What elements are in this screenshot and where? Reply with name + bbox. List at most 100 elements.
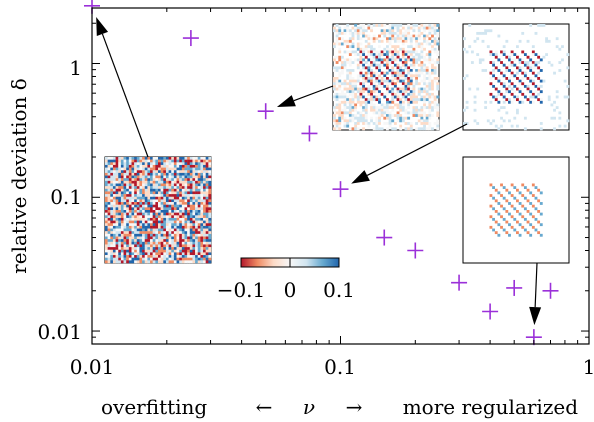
inset-cell xyxy=(428,122,432,125)
inset-cell xyxy=(142,157,145,160)
inset-cell xyxy=(200,215,204,219)
inset-cell xyxy=(131,217,135,221)
inset-cell xyxy=(425,122,429,125)
inset-cell xyxy=(497,223,501,227)
inset-cell xyxy=(136,180,140,184)
inset-cell xyxy=(393,103,397,107)
inset-cell xyxy=(189,183,193,187)
inset-cell xyxy=(417,119,421,123)
inset-cell xyxy=(131,255,135,258)
inset-cell xyxy=(152,167,156,171)
inset-cell xyxy=(187,217,190,221)
inset-cell xyxy=(412,50,416,54)
inset-cell xyxy=(375,84,379,88)
inset-cell xyxy=(436,34,440,38)
inset-cell xyxy=(404,50,408,54)
inset-cell xyxy=(200,236,204,240)
inset-cell xyxy=(165,164,169,168)
inset-cell xyxy=(425,26,429,30)
inset-cell xyxy=(378,34,381,38)
inset-cell xyxy=(155,162,159,166)
inset-cell xyxy=(362,95,365,99)
inset-cell xyxy=(356,77,360,80)
inset-cell xyxy=(158,257,161,261)
inset-cell xyxy=(534,31,538,35)
inset-cell xyxy=(110,257,114,261)
inset-cell xyxy=(136,204,140,208)
inset-cell xyxy=(155,167,159,171)
inset-cell xyxy=(340,114,344,117)
inset-cell xyxy=(165,204,169,208)
inset-cell xyxy=(120,180,124,184)
inset-cell xyxy=(173,233,177,237)
inset-cell xyxy=(428,108,432,112)
inset-cell xyxy=(396,63,400,67)
inset-cell xyxy=(333,122,336,125)
inset-cell xyxy=(112,215,116,219)
inset-cell xyxy=(468,24,472,27)
inset-cell xyxy=(128,257,132,261)
inset-cell xyxy=(147,244,151,248)
inset-cell xyxy=(423,29,426,33)
inset-cell xyxy=(112,180,116,184)
inset-cell xyxy=(526,77,530,80)
inset-cell xyxy=(179,170,183,174)
inset-cell xyxy=(142,244,145,248)
inset-cell xyxy=(523,127,527,131)
inset-cell xyxy=(505,98,509,102)
inset-cell xyxy=(173,223,177,227)
inset-cell xyxy=(195,260,198,264)
inset-cell xyxy=(115,252,119,256)
inset-cell xyxy=(165,215,169,219)
inset-cell xyxy=(388,61,392,64)
inset-cell xyxy=(155,157,159,160)
inset-cell xyxy=(118,252,122,256)
inset-cell xyxy=(338,100,342,104)
inset-cell xyxy=(118,212,122,216)
inset-cell xyxy=(412,37,416,41)
inset-cell xyxy=(428,50,432,54)
inset-cell xyxy=(110,255,114,258)
inset-cell xyxy=(343,39,347,43)
inset-cell xyxy=(171,207,175,211)
inset-cell xyxy=(401,82,405,86)
inset-cell xyxy=(333,127,336,131)
inset-cell xyxy=(197,247,201,250)
inset-cell xyxy=(431,84,434,88)
inset-cell xyxy=(338,50,342,54)
inset-cell xyxy=(401,119,405,123)
inset-cell xyxy=(348,45,352,49)
inset-cell xyxy=(168,212,172,216)
inset-cell xyxy=(335,106,339,109)
inset-cell xyxy=(423,90,426,94)
inset-cell xyxy=(171,162,175,166)
inset-cell xyxy=(139,210,143,213)
inset-cell xyxy=(136,260,140,264)
inset-cell xyxy=(147,239,151,242)
inset-cell xyxy=(415,74,418,78)
inset-cell xyxy=(168,167,172,171)
inset-cell xyxy=(150,167,153,171)
inset-cell xyxy=(120,228,124,232)
inset-cell xyxy=(428,127,432,131)
inset-cell xyxy=(123,188,127,192)
inset-cell xyxy=(386,127,389,131)
inset-cell xyxy=(144,164,148,168)
inset-cell xyxy=(131,257,135,261)
inset-cell xyxy=(534,186,538,189)
inset-cell xyxy=(433,50,437,54)
inset-cell xyxy=(370,58,373,62)
inset-cell xyxy=(537,188,541,192)
inset-cell xyxy=(423,111,426,115)
inset-cell xyxy=(184,180,188,184)
inset-cell xyxy=(354,95,358,99)
inset-cell xyxy=(165,236,169,240)
inset-cell xyxy=(142,215,145,219)
inset-cell xyxy=(205,215,209,219)
inset-cell xyxy=(417,108,421,112)
inset-cell xyxy=(179,260,183,264)
inset-cell xyxy=(112,164,116,168)
inset-cell xyxy=(420,53,424,56)
inset-cell xyxy=(192,241,196,245)
inset-cell xyxy=(391,26,395,30)
